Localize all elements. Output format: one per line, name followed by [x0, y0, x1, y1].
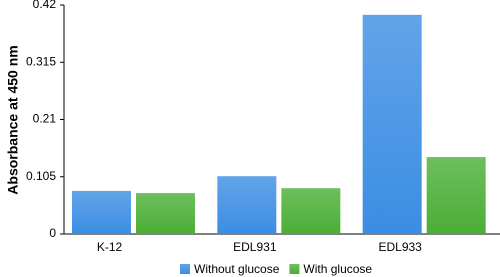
- y-tick-label: 0.21: [33, 112, 57, 126]
- legend-label: With glucose: [303, 262, 372, 276]
- x-tick-label: EDL933: [378, 240, 422, 254]
- x-tick-label: K-12: [97, 240, 123, 254]
- bar: [362, 14, 422, 234]
- bar: [217, 176, 277, 234]
- bar: [136, 193, 195, 234]
- y-tick-label: 0.315: [26, 54, 56, 68]
- y-tick-label: 0.42: [33, 0, 57, 11]
- bar: [72, 190, 131, 234]
- bar: [281, 188, 341, 234]
- bar: [426, 157, 486, 234]
- y-tick-label: 0.105: [26, 169, 56, 183]
- y-axis-label: Absorbance at 450 nm: [5, 45, 21, 194]
- legend-label: Without glucose: [194, 262, 280, 276]
- y-tick-label: 0: [49, 226, 56, 240]
- legend-swatch: [180, 264, 190, 274]
- x-tick-label: EDL931: [233, 240, 277, 254]
- legend-swatch: [289, 264, 300, 274]
